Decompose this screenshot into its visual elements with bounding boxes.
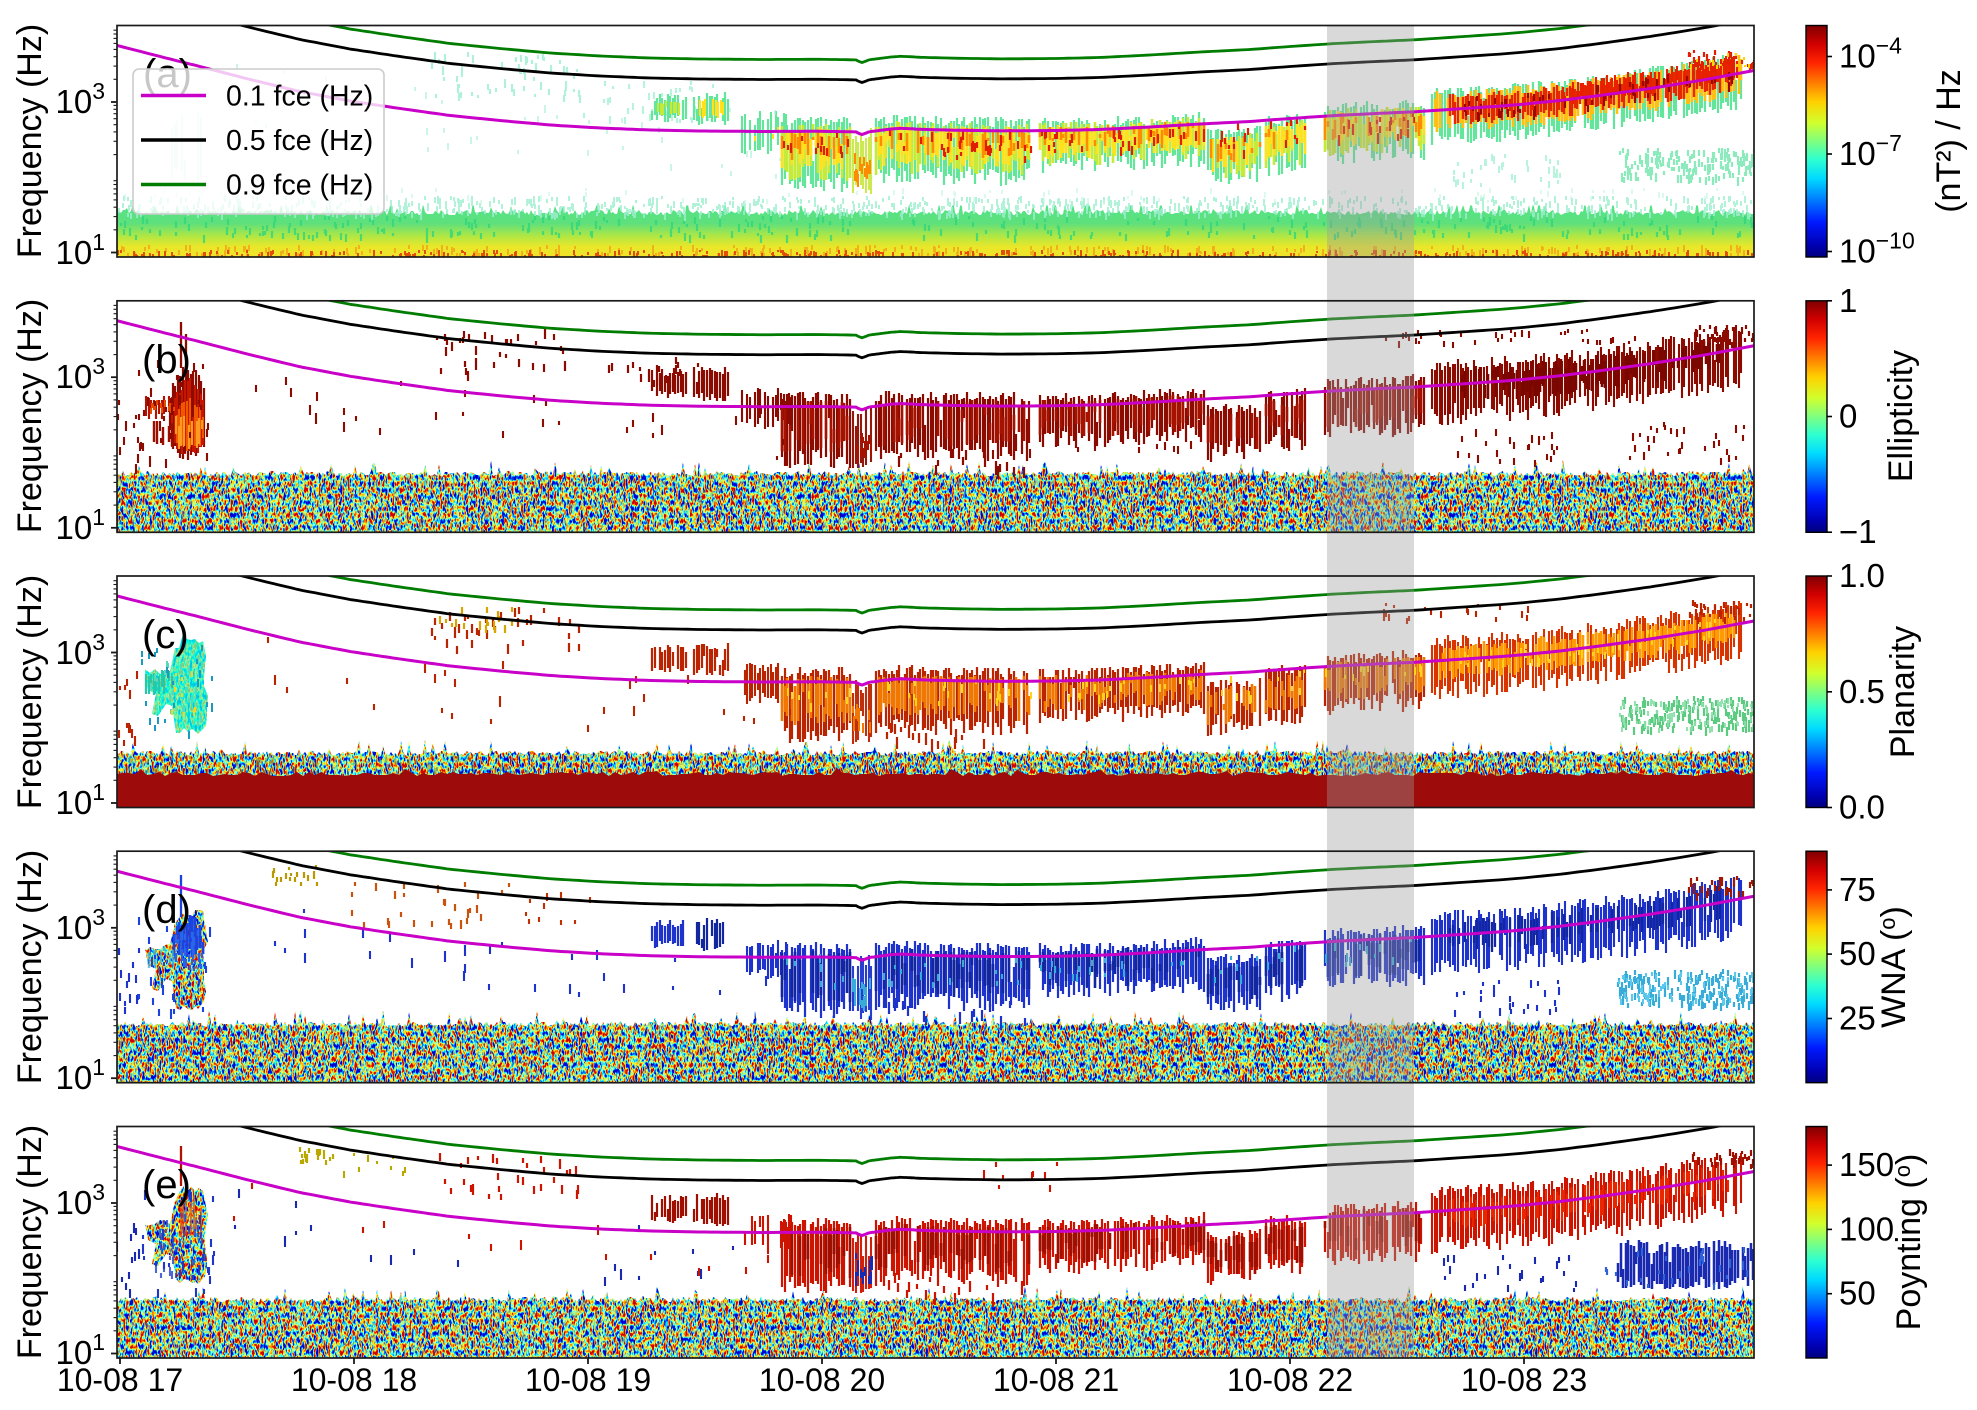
svg-text:0.1 fce (Hz): 0.1 fce (Hz) bbox=[226, 81, 373, 113]
svg-text:101: 101 bbox=[55, 779, 105, 821]
svg-text:75: 75 bbox=[1839, 871, 1876, 908]
svg-text:103: 103 bbox=[55, 1179, 105, 1221]
svg-text:(c): (c) bbox=[142, 613, 189, 657]
svg-text:10-08 18: 10-08 18 bbox=[291, 1362, 417, 1398]
svg-text:100: 100 bbox=[1839, 1210, 1894, 1247]
svg-text:10-08 21: 10-08 21 bbox=[993, 1362, 1119, 1398]
svg-text:Frequency (Hz): Frequency (Hz) bbox=[11, 1125, 49, 1359]
svg-text:1.0: 1.0 bbox=[1839, 557, 1885, 594]
svg-text:0.5: 0.5 bbox=[1839, 673, 1885, 710]
svg-text:10-08 19: 10-08 19 bbox=[525, 1362, 651, 1398]
svg-text:Frequency (Hz): Frequency (Hz) bbox=[11, 850, 49, 1084]
svg-text:10-08 17: 10-08 17 bbox=[57, 1362, 183, 1398]
svg-text:0.9 fce (Hz): 0.9 fce (Hz) bbox=[226, 170, 373, 202]
svg-text:150: 150 bbox=[1839, 1146, 1894, 1183]
svg-text:(nT²) / Hz: (nT²) / Hz bbox=[1930, 69, 1968, 213]
svg-text:Ellipticity: Ellipticity bbox=[1882, 350, 1920, 482]
svg-text:0: 0 bbox=[1839, 398, 1857, 435]
svg-text:Poynting (o): Poynting (o) bbox=[1890, 1154, 1928, 1331]
svg-text:10-08 20: 10-08 20 bbox=[759, 1362, 885, 1398]
svg-text:101: 101 bbox=[55, 1054, 105, 1096]
svg-text:103: 103 bbox=[55, 353, 105, 395]
svg-text:WNA (o): WNA (o) bbox=[1875, 906, 1913, 1028]
svg-text:10-08 22: 10-08 22 bbox=[1227, 1362, 1353, 1398]
svg-text:(d): (d) bbox=[142, 888, 191, 932]
svg-text:Frequency (Hz): Frequency (Hz) bbox=[11, 24, 49, 258]
svg-text:−1: −1 bbox=[1839, 513, 1877, 550]
svg-text:50: 50 bbox=[1839, 1275, 1876, 1312]
svg-text:10-08 23: 10-08 23 bbox=[1461, 1362, 1587, 1398]
svg-text:(e): (e) bbox=[142, 1163, 191, 1207]
svg-text:50: 50 bbox=[1839, 935, 1876, 972]
svg-text:Frequency (Hz): Frequency (Hz) bbox=[11, 299, 49, 533]
svg-text:(b): (b) bbox=[142, 338, 191, 382]
svg-text:25: 25 bbox=[1839, 1000, 1876, 1037]
svg-text:1: 1 bbox=[1839, 282, 1857, 319]
svg-text:0.5 fce (Hz): 0.5 fce (Hz) bbox=[226, 125, 373, 157]
svg-text:0.0: 0.0 bbox=[1839, 789, 1885, 826]
svg-text:Frequency (Hz): Frequency (Hz) bbox=[11, 575, 49, 809]
svg-text:Planarity: Planarity bbox=[1884, 626, 1922, 758]
